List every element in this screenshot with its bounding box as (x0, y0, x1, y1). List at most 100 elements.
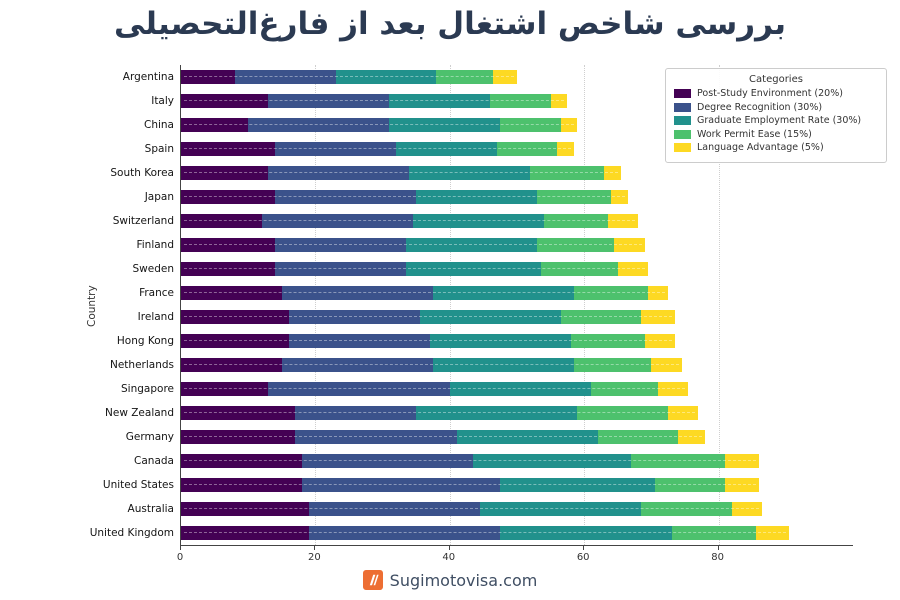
bar-segment-language-advantage (678, 430, 706, 444)
stacked-bar (181, 238, 645, 252)
bar-segment-language-advantage (607, 214, 638, 228)
legend-entry-label: Post-Study Environment (20%) (697, 88, 843, 99)
stacked-bar (181, 142, 575, 156)
bar-segment-post-study-environment (181, 334, 289, 348)
bar-segment-work-permit-ease (654, 478, 726, 492)
bar-segment-graduate-employment-rate (406, 238, 538, 252)
country-label: Switzerland (112, 215, 174, 227)
x-tick-label: 0 (176, 552, 184, 563)
bar-segment-graduate-employment-rate (429, 334, 571, 348)
bar-row: Spain (145, 137, 853, 161)
bar-segment-work-permit-ease (597, 430, 679, 444)
bar-segment-graduate-employment-rate (432, 286, 575, 300)
bar-segment-post-study-environment (181, 70, 235, 84)
bar-segment-graduate-employment-rate (416, 190, 538, 204)
bar-segment-work-permit-ease (560, 310, 642, 324)
bar-segment-work-permit-ease (496, 142, 558, 156)
bar-row: Hong Kong (117, 329, 853, 353)
bar-segment-graduate-employment-rate (406, 262, 541, 276)
bar-segment-work-permit-ease (537, 238, 615, 252)
legend: Categories Post-Study Environment (20%) De… (665, 68, 887, 163)
bar-row: France (139, 281, 853, 305)
bar-row: Australia (128, 497, 853, 521)
bar-segment-graduate-employment-rate (480, 502, 642, 516)
bar-segment-degree-recognition (268, 166, 410, 180)
country-label: China (144, 119, 174, 131)
bar-segment-language-advantage (604, 166, 622, 180)
bar-segment-language-advantage (611, 190, 628, 204)
bar-row: China (144, 113, 853, 137)
bar-row: Singapore (121, 377, 853, 401)
footer: Sugimotovisa.com (0, 570, 900, 590)
bar-segment-degree-recognition (275, 190, 417, 204)
stacked-bar (181, 334, 675, 348)
bar-segment-graduate-employment-rate (416, 406, 578, 420)
legend-swatch-icon (674, 89, 691, 98)
x-tick-mark (448, 546, 450, 550)
stacked-bar (181, 70, 517, 84)
bar-segment-degree-recognition (301, 478, 501, 492)
bar-row: Ireland (138, 305, 853, 329)
country-label: Japan (144, 191, 174, 203)
stacked-bar (181, 502, 763, 516)
bar-segment-language-advantage (493, 70, 517, 84)
country-label: South Korea (110, 167, 174, 179)
bar-segment-work-permit-ease (570, 334, 645, 348)
legend-entry-label: Graduate Employment Rate (30%) (697, 115, 862, 126)
country-label: Spain (144, 143, 174, 155)
bar-row: Germany (126, 425, 853, 449)
country-label: Finland (136, 239, 174, 251)
bar-segment-post-study-environment (181, 454, 302, 468)
country-label: Italy (151, 95, 174, 107)
stacked-bar (181, 406, 699, 420)
stacked-bar (181, 94, 568, 108)
bar-segment-post-study-environment (181, 166, 269, 180)
bar-row: Finland (136, 233, 853, 257)
bar-segment-work-permit-ease (436, 70, 494, 84)
bar-segment-language-advantage (668, 406, 699, 420)
legend-swatch-icon (674, 116, 691, 125)
bar-segment-post-study-environment (181, 286, 282, 300)
legend-entry-label: Work Permit Ease (15%) (697, 128, 812, 140)
bar-segment-degree-recognition (275, 142, 397, 156)
legend-title: Categories (749, 74, 803, 85)
bar-segment-graduate-employment-rate (335, 70, 437, 84)
stacked-bar (181, 358, 682, 372)
bar-segment-post-study-environment (181, 310, 289, 324)
x-tick-mark (314, 546, 316, 550)
legend-entry: Degree Recognition (30%) (674, 102, 878, 113)
stacked-bar (181, 382, 689, 396)
bar-row: Argentina (123, 65, 853, 89)
x-tick-label: 40 (442, 552, 456, 563)
legend-entry: Language Advantage (5%) (674, 142, 878, 153)
bar-segment-degree-recognition (281, 286, 433, 300)
country-label: Sweden (132, 263, 175, 275)
x-tick-mark (717, 546, 719, 550)
bar-segment-work-permit-ease (574, 286, 648, 300)
bar-segment-graduate-employment-rate (412, 214, 544, 228)
bar-segment-degree-recognition (295, 430, 457, 444)
bar-segment-language-advantage (557, 142, 575, 156)
bar-segment-language-advantage (614, 238, 645, 252)
gridline-x-80 (718, 65, 720, 545)
plot-area: Argentina Italy China Spain South Korea Japan… (90, 65, 887, 546)
stacked-bar (181, 430, 706, 444)
x-tick-label: 20 (308, 552, 321, 563)
legend-entry: Work Permit Ease (15%) (674, 129, 878, 140)
country-label: Hong Kong (116, 335, 174, 347)
bar-segment-graduate-employment-rate (449, 382, 591, 396)
bar-segment-post-study-environment (181, 406, 296, 420)
bar-segment-degree-recognition (248, 118, 390, 132)
stacked-bar (181, 190, 628, 204)
bar-segment-degree-recognition (308, 526, 501, 540)
bar-segment-language-advantage (560, 118, 578, 132)
legend-entry: Graduate Employment Rate (30%) (674, 115, 878, 126)
bar-row: Italy (151, 89, 853, 113)
page-title: بررسی شاخص اشتغال بعد از فارغ‌التحصیلی (113, 6, 787, 42)
bar-segment-graduate-employment-rate (389, 94, 491, 108)
bar-segment-post-study-environment (181, 190, 276, 204)
bar-segment-post-study-environment (181, 238, 276, 252)
bar-row: United Kingdom (90, 521, 853, 545)
bar-segment-work-permit-ease (631, 454, 726, 468)
bar-segment-degree-recognition (275, 238, 407, 252)
